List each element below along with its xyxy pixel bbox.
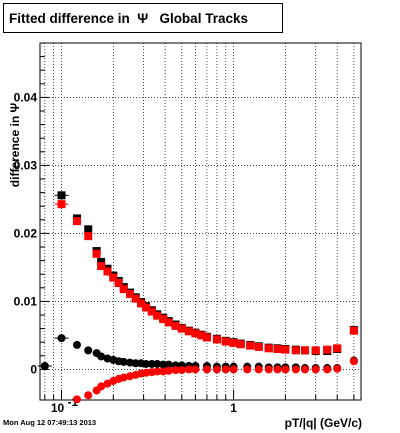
data-point-square: [119, 285, 128, 294]
data-point-square: [109, 273, 118, 282]
axis-ticks: 0 0.01 0.02 0.03 0.04 10 -1 1: [14, 42, 355, 415]
data-point-circle: [311, 365, 320, 374]
data-point-square: [197, 331, 206, 340]
data-point-square: [177, 324, 186, 333]
data-point-square: [159, 315, 168, 324]
data-point-square: [191, 329, 200, 338]
data-point-circle: [221, 365, 230, 374]
data-point-square: [97, 257, 106, 266]
data-point-circle: [142, 359, 151, 368]
data-point-circle: [191, 365, 200, 374]
data-point-circle: [202, 365, 211, 374]
data-point-circle: [349, 357, 358, 366]
data-point-square: [273, 345, 282, 353]
data-point-square: [72, 217, 81, 226]
data-point-square: [131, 294, 140, 303]
data-point-square: [92, 249, 101, 258]
timestamp: Mon Aug 12 07:49:13 2013: [3, 418, 97, 427]
data-point-square: [84, 225, 93, 234]
x-tick-label: 10: [51, 401, 65, 415]
data-point-square: [323, 345, 332, 354]
data-point-circle: [57, 334, 66, 343]
series-3: [72, 357, 358, 404]
data-point-circle: [84, 391, 93, 400]
data-point-circle: [264, 365, 273, 374]
data-point-circle: [254, 365, 263, 374]
x-tick-label: 1: [230, 401, 237, 415]
y-tick-label: 0.02: [14, 226, 38, 240]
series-0: [54, 191, 358, 356]
data-point-circle: [97, 382, 106, 391]
series-1: [54, 200, 358, 355]
data-point-square: [202, 333, 211, 342]
y-axis-label: difference in Ψ: [8, 103, 22, 188]
data-point-circle: [273, 365, 282, 374]
data-point-square: [264, 344, 273, 353]
data-point-square: [125, 289, 134, 298]
data-point-circle: [119, 373, 128, 382]
y-tick-label: 0.03: [14, 158, 38, 172]
data-point-circle: [142, 368, 151, 377]
data-point-square: [254, 342, 263, 351]
chart-title: Fitted difference in Ψ Global Tracks: [9, 10, 248, 26]
data-point-circle: [243, 365, 252, 374]
data-point-circle: [164, 366, 173, 375]
data-point-circle: [212, 365, 221, 374]
data-point-circle: [159, 360, 168, 369]
chart-title-box: Fitted difference in Ψ Global Tracks: [3, 3, 283, 33]
data-point-square: [84, 232, 93, 241]
data-point-square: [97, 262, 106, 271]
data-point-square: [311, 346, 320, 355]
data-point-square: [212, 335, 221, 344]
data-point-square: [147, 307, 156, 316]
data-point-circle: [153, 359, 162, 368]
data-point-square: [184, 327, 193, 336]
data-point-square: [281, 345, 290, 354]
data-point-circle: [281, 365, 290, 374]
data-point-circle: [184, 365, 193, 374]
data-point-square: [171, 321, 180, 330]
data-point-circle: [177, 366, 186, 375]
data-point-circle: [40, 362, 49, 370]
data-point-circle: [229, 365, 238, 374]
data-point-circle: [171, 366, 180, 375]
data-point-square: [246, 341, 255, 350]
data-point-square: [349, 326, 358, 335]
data-point-square: [57, 191, 66, 200]
data-marks: [37, 191, 358, 404]
data-point-square: [333, 344, 342, 353]
data-point-circle: [164, 360, 173, 369]
y-tick-label: 0: [30, 362, 37, 376]
data-point-square: [164, 318, 173, 327]
data-point-circle: [119, 357, 128, 366]
data-point-square: [301, 346, 310, 355]
data-point-circle: [84, 346, 93, 355]
data-point-square: [221, 337, 230, 346]
x-tick-exponent: -1: [68, 395, 79, 409]
data-point-circle: [291, 365, 300, 374]
y-tick-label: 0.04: [14, 90, 38, 104]
data-point-square: [103, 267, 112, 276]
data-point-circle: [153, 367, 162, 376]
x-axis-label: pT/|q| (GeV/c): [285, 416, 362, 430]
data-point-circle: [97, 352, 106, 361]
data-point-square: [236, 340, 245, 349]
plot-frame: [39, 42, 362, 401]
data-point-square: [153, 311, 162, 320]
data-point-square: [57, 200, 66, 209]
data-point-circle: [72, 340, 81, 349]
y-tick-label: 0.01: [14, 294, 38, 308]
data-point-square: [137, 299, 146, 308]
data-point-circle: [301, 365, 310, 374]
data-point-square: [114, 279, 123, 288]
data-point-circle: [333, 364, 342, 373]
data-point-circle: [323, 365, 332, 374]
data-point-square: [229, 338, 238, 347]
data-point-circle: [72, 395, 81, 404]
data-point-square: [142, 303, 151, 312]
data-point-square: [291, 346, 300, 355]
